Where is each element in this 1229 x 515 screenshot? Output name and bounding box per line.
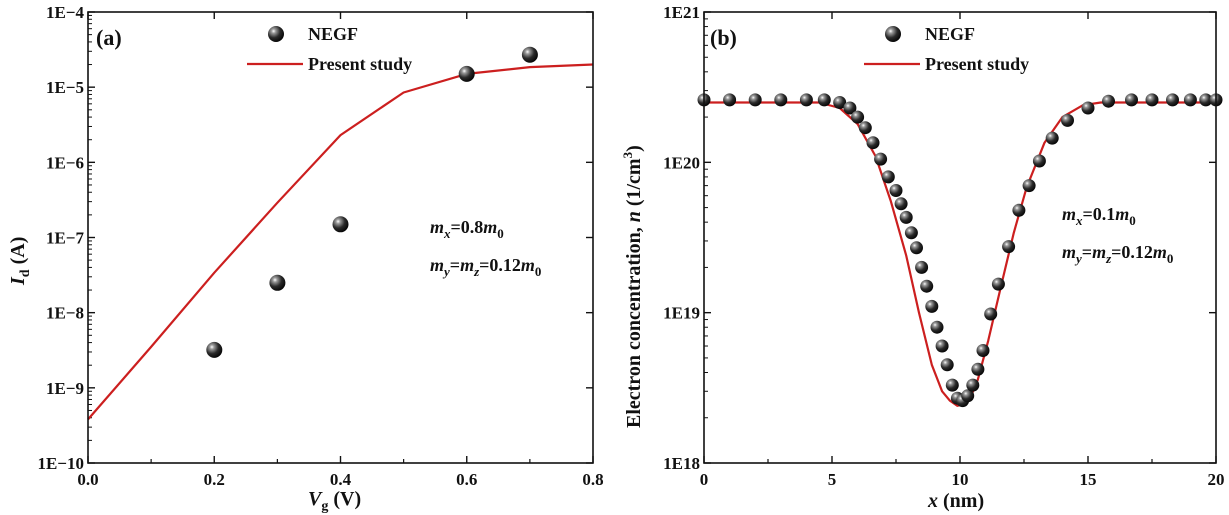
chart-b-negf-point bbox=[851, 110, 865, 124]
chart-b-xlabel: x (nm) bbox=[927, 490, 984, 512]
chart-a-xtick-label: 0.8 bbox=[582, 470, 603, 489]
chart-b-negf-point bbox=[940, 358, 954, 372]
chart-a-ytick-label: 1E−8 bbox=[46, 304, 84, 323]
chart-b-legend-marker-negf bbox=[885, 26, 901, 42]
chart-b-negf-point bbox=[961, 389, 975, 403]
chart-a-legend: NEGF Present study bbox=[247, 24, 412, 74]
chart-b-negf-point bbox=[1081, 101, 1095, 115]
chart-b-negf-point bbox=[1166, 93, 1179, 107]
chart-a-ytick-label: 1E−7 bbox=[46, 229, 85, 248]
chart-b-negf-point bbox=[1199, 93, 1213, 107]
chart-a-xtick-label: 0.4 bbox=[330, 470, 352, 489]
chart-b-annotation-line2: my=mz=0.12m0 bbox=[1062, 242, 1173, 266]
chart-b-negf-point bbox=[930, 320, 944, 334]
chart-b-negf-point bbox=[991, 277, 1005, 291]
chart-b-xtick-label: 10 bbox=[952, 470, 969, 489]
chart-b-xtick-label: 5 bbox=[828, 470, 837, 489]
chart-a-ytick-label: 1E−5 bbox=[46, 78, 84, 97]
chart-a-negf-point bbox=[206, 341, 223, 358]
chart-a-ytick-label: 1E−6 bbox=[46, 153, 84, 172]
chart-a-legend-marker-negf bbox=[268, 26, 284, 42]
chart-b-negf-point bbox=[889, 184, 903, 197]
chart-b-negf-point bbox=[1102, 94, 1115, 108]
chart-b-negf-point bbox=[833, 96, 847, 109]
chart-b-negf-point bbox=[1022, 179, 1036, 193]
chart-b-negf-point bbox=[971, 362, 985, 376]
chart-b-xtick-label: 15 bbox=[1080, 470, 1097, 489]
chart-a-negf-point bbox=[458, 65, 475, 82]
chart-b-negf-point bbox=[881, 170, 895, 184]
chart-b-negf-point bbox=[1183, 93, 1197, 107]
chart-a-series-present-study-line bbox=[87, 63, 594, 421]
chart-b-negf-point bbox=[925, 299, 939, 313]
chart-b-negf-point bbox=[976, 344, 990, 357]
chart-b-xtick-label: 0 bbox=[700, 470, 709, 489]
chart-b-negf-point bbox=[723, 93, 737, 107]
chart-a: 0.0 0.2 0.4 0.6 0.8 1E−10 1E−9 1E−8 1E−7 1E−6 1E−5… bbox=[7, 3, 604, 514]
chart-b-negf-point bbox=[1125, 93, 1138, 107]
chart-b-negf-point bbox=[966, 378, 980, 392]
chart-b-negf-point bbox=[1045, 131, 1059, 145]
chart-b-ytick-label: 1E19 bbox=[663, 304, 700, 323]
chart-a-xtick-label: 0.2 bbox=[204, 470, 225, 489]
chart-b-ytick-label: 1E18 bbox=[663, 454, 700, 473]
chart-b-negf-point bbox=[920, 279, 934, 293]
chart-a-frame bbox=[87, 11, 594, 464]
chart-a-legend-negf: NEGF bbox=[308, 24, 358, 44]
chart-b-negf-point bbox=[799, 93, 813, 107]
chart-b-negf-point bbox=[1012, 203, 1026, 217]
chart-b-negf-point bbox=[748, 93, 762, 107]
chart-a-ylabel: Id (A) bbox=[7, 237, 33, 286]
chart-b-negf-point bbox=[858, 121, 872, 135]
chart-b-negf-point bbox=[894, 197, 908, 211]
chart-b-negf-point bbox=[1002, 240, 1016, 254]
chart-b-negf-point bbox=[910, 241, 923, 255]
chart-b-negf-point bbox=[935, 339, 949, 353]
chart-b-negf-point bbox=[904, 226, 918, 240]
chart-b-legend-present: Present study bbox=[925, 54, 1029, 74]
chart-b-negf-point bbox=[817, 93, 831, 107]
chart-a-negf-point bbox=[521, 46, 538, 63]
chart-b-negf-point bbox=[1145, 93, 1159, 107]
chart-a-panel-label: (a) bbox=[96, 25, 122, 50]
chart-a-xtick-label: 0.0 bbox=[77, 470, 98, 489]
chart-b-negf-point bbox=[984, 307, 998, 321]
chart-b: 0 5 10 15 20 1E18 1E19 1E20 1E21 (b) NEGF Presen… bbox=[620, 3, 1225, 512]
chart-a-negf-point bbox=[269, 274, 286, 291]
chart-b-negf-point bbox=[843, 101, 857, 115]
chart-b-negf-point bbox=[874, 152, 888, 166]
chart-a-ytick-label: 1E−10 bbox=[37, 454, 84, 473]
chart-b-panel-label: (b) bbox=[710, 25, 737, 50]
chart-b-legend-negf: NEGF bbox=[925, 24, 975, 44]
chart-b-frame bbox=[703, 11, 1217, 464]
chart-b-ytick-label: 1E21 bbox=[663, 3, 700, 22]
chart-b-negf-point bbox=[1061, 113, 1074, 127]
chart-b-ytick-label: 1E20 bbox=[663, 153, 700, 172]
chart-b-negf-point bbox=[1032, 154, 1046, 168]
chart-b-ylabel: Electron concentration, n (1/cm3) bbox=[620, 145, 645, 428]
chart-a-negf-point bbox=[332, 216, 349, 233]
chart-a-ytick-label: 1E−9 bbox=[46, 379, 84, 398]
chart-a-ytick-label: 1E−4 bbox=[46, 3, 85, 22]
chart-b-negf-point bbox=[945, 378, 959, 392]
chart-b-negf-point bbox=[866, 136, 880, 150]
chart-a-legend-present: Present study bbox=[308, 54, 412, 74]
chart-b-legend: NEGF Present study bbox=[864, 24, 1029, 74]
chart-b-annotation-line1: mx=0.1m0 bbox=[1062, 204, 1136, 228]
chart-a-xtick-label: 0.6 bbox=[456, 470, 477, 489]
chart-a-annotation-line1: mx=0.8m0 bbox=[430, 217, 504, 241]
chart-b-negf-point bbox=[899, 210, 913, 224]
chart-b-negf-point bbox=[774, 93, 788, 107]
chart-a-annotation-line2: my=mz=0.12m0 bbox=[430, 255, 541, 279]
chart-b-xtick-label: 20 bbox=[1208, 470, 1225, 489]
chart-b-negf-point bbox=[915, 260, 929, 274]
chart-a-xlabel: Vg (V) bbox=[308, 488, 361, 514]
